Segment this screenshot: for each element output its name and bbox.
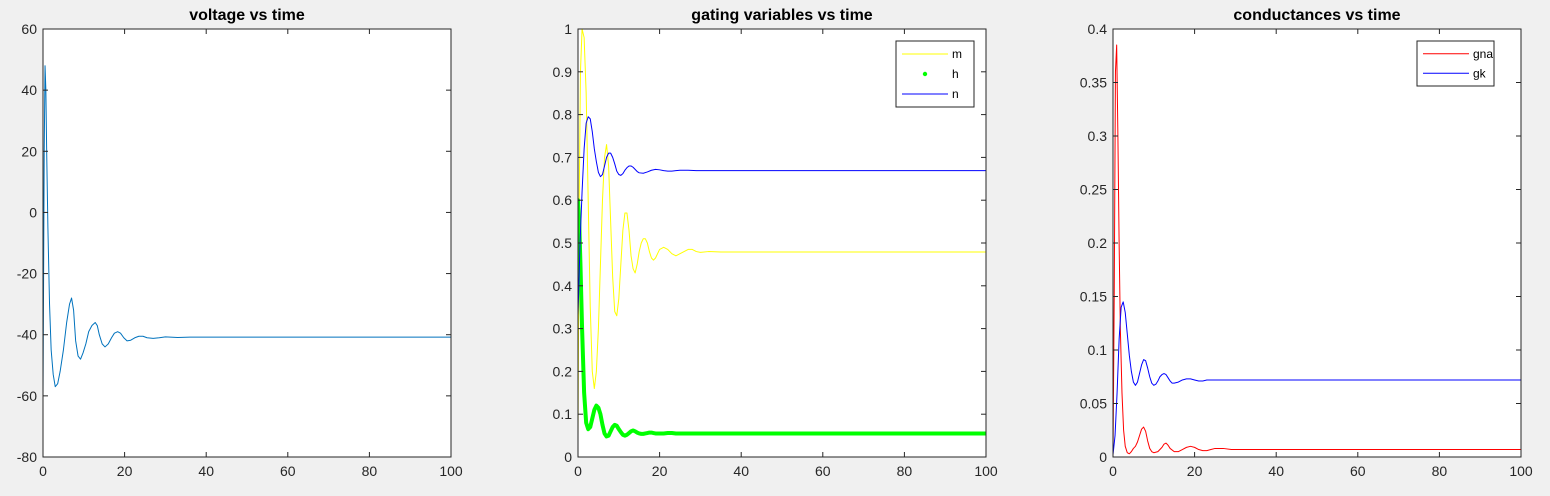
x-tick-label: 100 <box>1509 463 1533 479</box>
y-tick-label: 0.35 <box>1080 75 1107 91</box>
y-tick-label: 0.4 <box>1088 21 1108 37</box>
y-tick-label: 0.2 <box>553 363 573 379</box>
series-line-0 <box>43 65 451 397</box>
plot-area <box>1113 29 1521 457</box>
series-line-gk <box>1113 301 1521 456</box>
legend-marker-h <box>922 71 928 77</box>
y-tick-label: -40 <box>17 327 37 343</box>
x-tick-label: 20 <box>1187 463 1203 479</box>
y-tick-label: -60 <box>17 388 37 404</box>
y-tick-label: 40 <box>21 82 37 98</box>
voltage-chart: 0 20 40 60 80 100 -80 -60 -40 -20 0 20 40 60 voltage v… <box>17 7 463 479</box>
conductance-chart: 0 20 40 60 80 100 0 0.05 0.1 0.15 0.2 0.25 0.3 0.35 0.… <box>1080 7 1533 479</box>
y-tick-label: 0.8 <box>553 107 573 123</box>
y-tick-label: 0 <box>29 204 37 220</box>
y-tick-label: 0 <box>564 449 572 465</box>
y-tick-label: 0.9 <box>553 64 573 80</box>
y-tick-label: 0.05 <box>1080 396 1107 412</box>
series-line-gna <box>1113 44 1521 457</box>
x-tick-label: 0 <box>574 463 582 479</box>
legend-label-gk: gk <box>1473 66 1487 80</box>
x-tick-label: 80 <box>897 463 913 479</box>
series-line-h <box>578 198 986 439</box>
legend-label-h: h <box>952 67 959 81</box>
legend-box <box>895 40 975 108</box>
y-tick-label: 0.25 <box>1080 182 1107 198</box>
series-line-m <box>578 29 986 437</box>
x-tick-label: 80 <box>362 463 378 479</box>
series-group <box>1113 44 1521 457</box>
series-line-n <box>578 116 986 317</box>
y-tick-label: 60 <box>21 21 37 37</box>
x-tick-label: 60 <box>1350 463 1366 479</box>
x-tick-label: 100 <box>439 463 463 479</box>
y-tick-label: -20 <box>17 266 37 282</box>
x-tick-label: 20 <box>652 463 668 479</box>
gating-chart: 0 20 40 60 80 100 0 0.1 0.2 0.3 0.4 0.5 0.6 0.7 0.8 0.9… <box>553 7 998 479</box>
legend: mhn <box>895 40 975 108</box>
x-tick-label: 40 <box>733 463 749 479</box>
x-tick-label: 40 <box>1268 463 1284 479</box>
chart-title: voltage vs time <box>189 7 305 24</box>
y-tick-label: 0.6 <box>553 192 573 208</box>
x-tick-label: 100 <box>974 463 998 479</box>
y-tick-label: -80 <box>17 449 37 465</box>
legend: gna gk <box>1416 40 1495 87</box>
legend-label-gna: gna <box>1473 47 1493 61</box>
x-tick-label: 80 <box>1432 463 1448 479</box>
chart-title: gating variables vs time <box>691 7 873 24</box>
series-group <box>578 29 986 439</box>
axes-box <box>42 28 452 458</box>
legend-label-m: m <box>952 47 962 61</box>
y-tick-label: 0.2 <box>1088 235 1108 251</box>
y-tick-label: 0.4 <box>553 278 573 294</box>
y-tick-label: 0.1 <box>1088 342 1108 358</box>
y-tick-label: 0 <box>1099 449 1107 465</box>
x-tick-label: 60 <box>815 463 831 479</box>
y-tick-label: 0.1 <box>553 406 573 422</box>
x-tick-label: 20 <box>117 463 133 479</box>
y-tick-label: 0.5 <box>553 235 573 251</box>
x-tick-label: 40 <box>198 463 214 479</box>
x-tick-label: 60 <box>280 463 296 479</box>
y-tick-label: 0.3 <box>1088 128 1108 144</box>
series-group <box>43 65 451 397</box>
legend-label-n: n <box>952 87 959 101</box>
x-tick-label: 0 <box>1109 463 1117 479</box>
y-tick-label: 1 <box>564 21 572 37</box>
x-tick-label: 0 <box>39 463 47 479</box>
chart-title: conductances vs time <box>1233 7 1400 24</box>
y-tick-label: 0.15 <box>1080 289 1107 305</box>
y-tick-label: 0.7 <box>553 149 573 165</box>
y-tick-label: 20 <box>21 143 37 159</box>
legend-box <box>1416 40 1495 87</box>
y-tick-label: 0.3 <box>553 321 573 337</box>
plot-area <box>43 29 451 457</box>
